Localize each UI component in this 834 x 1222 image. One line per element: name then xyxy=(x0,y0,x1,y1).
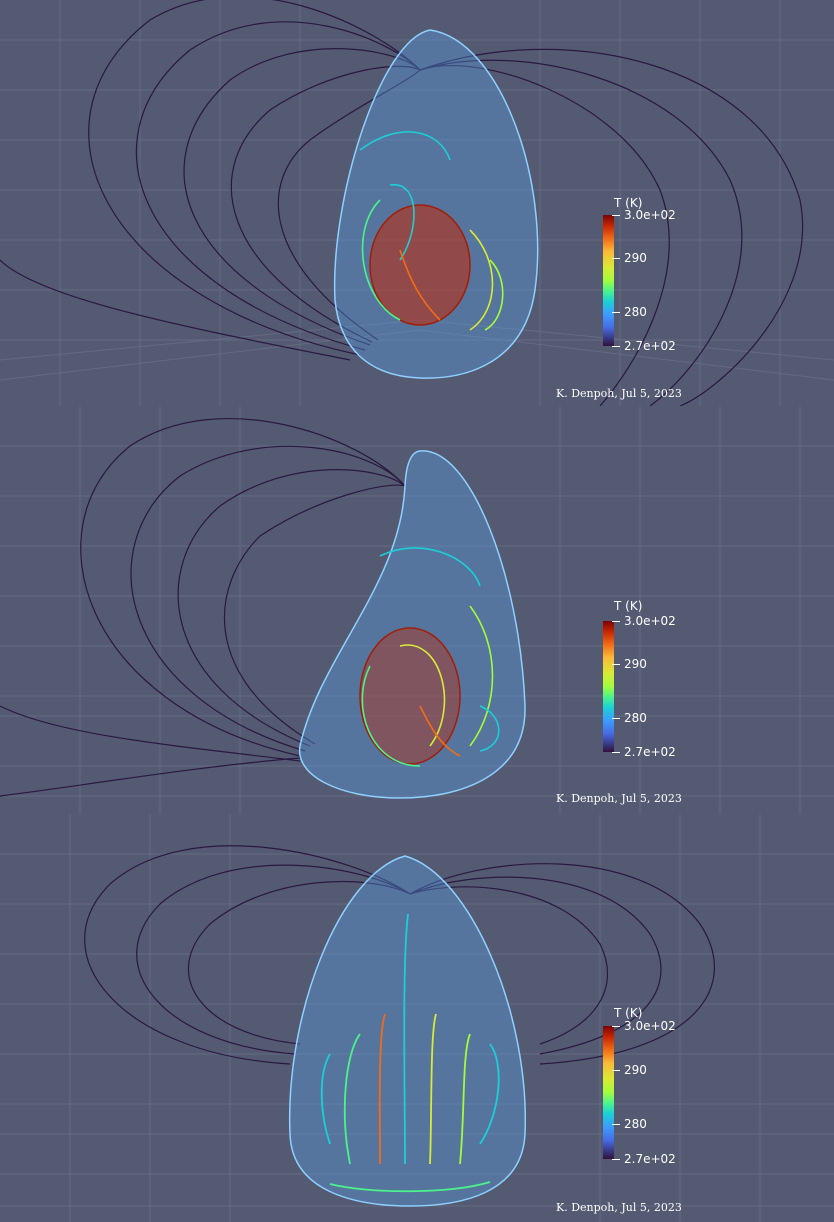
simulation-scene-1 xyxy=(0,0,834,406)
colorbar-label-min: 2.7e+02 xyxy=(624,745,676,759)
colorbar-tick xyxy=(612,312,620,313)
render-panel-1: T (K) 3.0e+02 290 280 2.7e+02 K. Denpoh,… xyxy=(0,0,834,406)
colorbar-label-290: 290 xyxy=(624,251,647,265)
colorbar-tick xyxy=(612,1070,620,1071)
render-panel-3: T (K) 3.0e+02 290 280 2.7e+02 K. Denpoh,… xyxy=(0,814,834,1222)
colorbar-label-min: 2.7e+02 xyxy=(624,339,676,353)
hot-sphere xyxy=(369,204,471,326)
plasma-dome xyxy=(288,855,527,1207)
colorbar: T (K) 3.0e+02 290 280 2.7e+02 xyxy=(600,196,690,356)
colorbar-tick xyxy=(612,621,620,622)
colorbar-tick xyxy=(612,258,620,259)
colorbar-title: T (K) xyxy=(614,599,643,613)
magnetic-field-lines xyxy=(0,418,406,797)
background-grid xyxy=(0,814,834,1222)
credit-text: K. Denpoh, Jul 5, 2023 xyxy=(556,792,682,805)
colorbar-gradient xyxy=(603,1026,614,1159)
colorbar: T (K) 3.0e+02 290 280 2.7e+02 xyxy=(600,1006,690,1166)
plasma-dome xyxy=(299,450,526,799)
colorbar-label-290: 290 xyxy=(624,1063,647,1077)
colorbar-gradient xyxy=(603,621,614,752)
credit-text: K. Denpoh, Jul 5, 2023 xyxy=(556,387,682,400)
streamlines xyxy=(359,131,504,331)
colorbar-title: T (K) xyxy=(614,1006,643,1020)
colorbar-title: T (K) xyxy=(614,196,643,210)
colorbar-tick xyxy=(612,1026,620,1027)
colorbar-label-max: 3.0e+02 xyxy=(624,1019,676,1033)
colorbar-label-max: 3.0e+02 xyxy=(624,208,676,222)
colorbar-tick xyxy=(612,1124,620,1125)
colorbar-label-290: 290 xyxy=(624,657,647,671)
colorbar-label-min: 2.7e+02 xyxy=(624,1152,676,1166)
streamlines xyxy=(361,547,500,767)
colorbar-label-280: 280 xyxy=(624,1117,647,1131)
magnetic-field-lines xyxy=(84,845,715,1065)
colorbar-label-max: 3.0e+02 xyxy=(624,614,676,628)
streamlines xyxy=(320,913,500,1193)
magnetic-field-lines xyxy=(0,0,803,406)
render-panel-2: T (K) 3.0e+02 290 280 2.7e+02 K. Denpoh,… xyxy=(0,406,834,814)
colorbar-tick xyxy=(612,346,620,347)
colorbar-tick xyxy=(612,718,620,719)
plasma-dome xyxy=(333,29,539,379)
colorbar-tick xyxy=(612,215,620,216)
colorbar-tick xyxy=(612,664,620,665)
simulation-scene-2 xyxy=(0,406,834,814)
colorbar-label-280: 280 xyxy=(624,305,647,319)
simulation-scene-3 xyxy=(0,814,834,1222)
colorbar-tick xyxy=(612,752,620,753)
credit-text: K. Denpoh, Jul 5, 2023 xyxy=(556,1201,682,1214)
colorbar: T (K) 3.0e+02 290 280 2.7e+02 xyxy=(600,599,690,759)
colorbar-label-280: 280 xyxy=(624,711,647,725)
colorbar-gradient xyxy=(603,215,614,346)
colorbar-tick xyxy=(612,1159,620,1160)
